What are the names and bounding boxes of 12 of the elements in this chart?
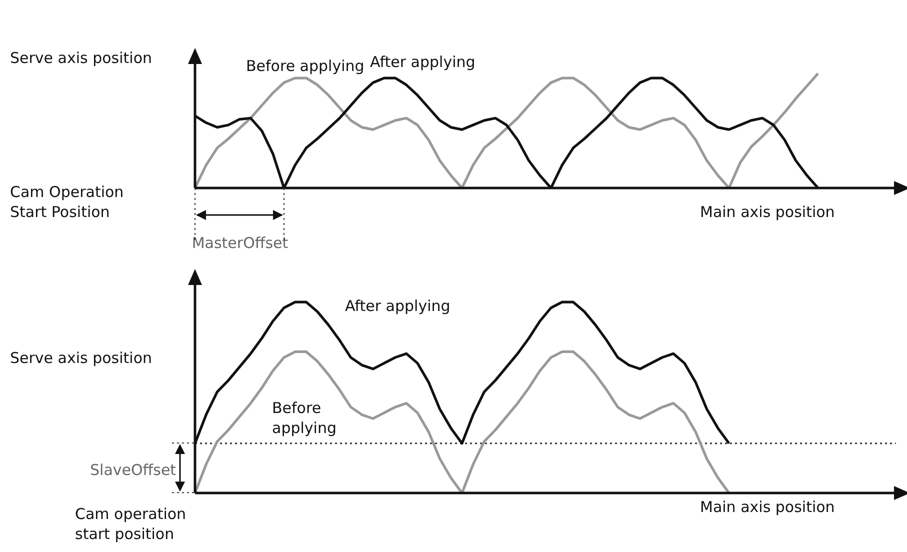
text: MasterOffset [190, 233, 290, 253]
series-label: Before applying [272, 398, 338, 438]
series-label: Before applying [246, 56, 366, 76]
series-label: After applying [370, 52, 476, 72]
text: Cam Operation Start Position [10, 182, 125, 222]
text: Cam operation start position [75, 504, 188, 544]
x-axis-title: Main axis position [700, 202, 836, 222]
y-axis-title: Serve axis position [10, 348, 154, 368]
series-label: After applying [345, 296, 452, 316]
text: SlaveOffset [90, 460, 176, 480]
y-axis-title: Serve axis position [10, 48, 154, 68]
x-axis-title: Main axis position [700, 497, 836, 517]
